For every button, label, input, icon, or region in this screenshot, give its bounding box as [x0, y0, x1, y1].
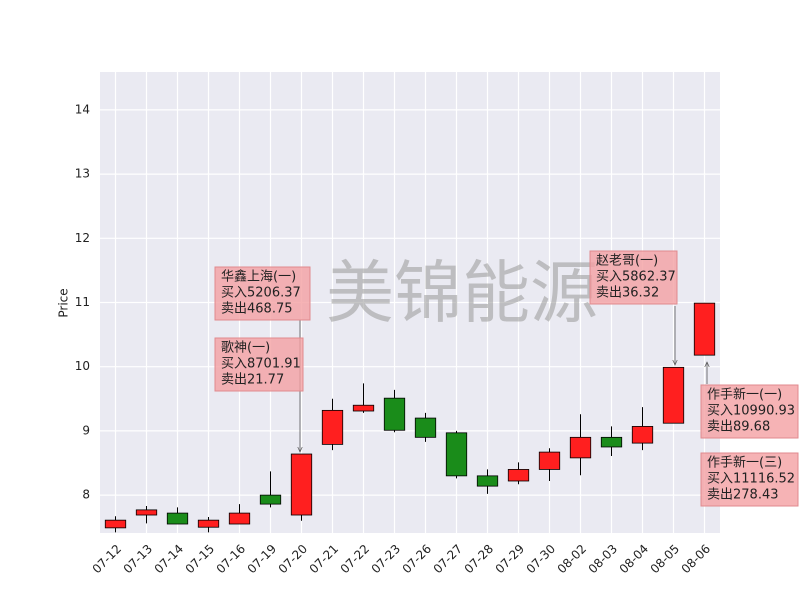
- x-tick-label: 07-26: [400, 542, 435, 577]
- y-tick-label: 11: [75, 295, 90, 309]
- candle-body: [445, 432, 468, 477]
- annotation-box: [214, 337, 304, 392]
- candle-body: [228, 512, 251, 525]
- y-tick-label: 9: [82, 423, 90, 437]
- annotation-box: [700, 384, 799, 439]
- x-tick-label: 07-19: [245, 542, 280, 577]
- x-tick-label: 08-05: [648, 542, 683, 577]
- x-tick-label: 08-04: [617, 542, 652, 577]
- x-tick-label: 07-23: [369, 542, 404, 577]
- annotation-text: 华鑫上海(一): [221, 269, 296, 285]
- annotation-text: 歌神(一): [221, 341, 270, 356]
- annotation-text: 卖出21.77: [221, 373, 284, 388]
- annotation-text: 买入11116.52: [707, 472, 795, 487]
- annotation-box: [589, 250, 678, 305]
- x-tick-label: 08-02: [555, 542, 590, 577]
- candle-body: [631, 426, 654, 444]
- x-tick-label: 07-30: [524, 542, 559, 577]
- x-tick-label: 07-12: [90, 542, 125, 577]
- annotation-text: 卖出468.75: [221, 302, 293, 317]
- x-tick-label: 07-15: [183, 542, 218, 577]
- x-tick-label: 07-13: [121, 542, 156, 577]
- x-tick-label: 07-22: [338, 542, 373, 577]
- annotation-text: 卖出36.32: [596, 286, 659, 301]
- candle-body: [166, 512, 189, 525]
- y-tick-label: 13: [75, 167, 90, 181]
- annotation-text: 卖出89.68: [707, 420, 770, 435]
- y-tick-label: 8: [82, 488, 90, 502]
- candle-body: [321, 409, 344, 445]
- x-tick-label: 08-06: [679, 542, 714, 577]
- candle-body: [662, 366, 685, 424]
- annotation-text: 赵老哥(一): [596, 254, 658, 269]
- candle-body: [507, 469, 530, 482]
- x-tick-label: 07-29: [493, 542, 528, 577]
- y-tick-label: 12: [75, 231, 90, 245]
- candle-body: [476, 475, 499, 487]
- y-tick-label: 10: [75, 359, 90, 373]
- candle-body: [693, 302, 716, 356]
- x-tick-label: 07-20: [276, 542, 311, 577]
- candle-body: [290, 453, 313, 516]
- candle-body: [600, 436, 623, 448]
- x-tick-label: 07-21: [307, 542, 342, 577]
- candle-body: [259, 494, 282, 505]
- annotation-text: 买入8701.91: [221, 357, 301, 372]
- x-tick-label: 08-03: [586, 542, 621, 577]
- annotation-text: 买入5206.37: [221, 286, 301, 301]
- candle-body: [569, 436, 592, 459]
- x-tick-label: 07-27: [431, 542, 466, 577]
- x-tick-label: 07-16: [214, 542, 249, 577]
- annotation-box: [214, 266, 311, 321]
- annotation-text: 作手新一(一): [707, 387, 782, 403]
- candle-body: [383, 397, 406, 431]
- y-axis-label: Price: [57, 288, 71, 317]
- candle-body: [104, 519, 127, 529]
- x-tick-label: 07-14: [152, 542, 187, 577]
- y-tick-label: 14: [75, 102, 90, 116]
- candle-body: [197, 519, 220, 528]
- x-tick-label: 07-28: [462, 542, 497, 577]
- candle-body: [538, 451, 561, 470]
- watermark: 美锦能源: [326, 255, 598, 334]
- annotation-box: [700, 452, 799, 507]
- candle-body: [135, 509, 158, 516]
- annotation-text: 买入10990.93: [707, 404, 795, 419]
- annotation-text: 卖出278.43: [707, 488, 779, 503]
- candle-body: [414, 417, 437, 438]
- annotation-text: 买入5862.37: [596, 270, 676, 285]
- annotation-text: 作手新一(三): [707, 455, 782, 471]
- candle-body: [352, 404, 375, 412]
